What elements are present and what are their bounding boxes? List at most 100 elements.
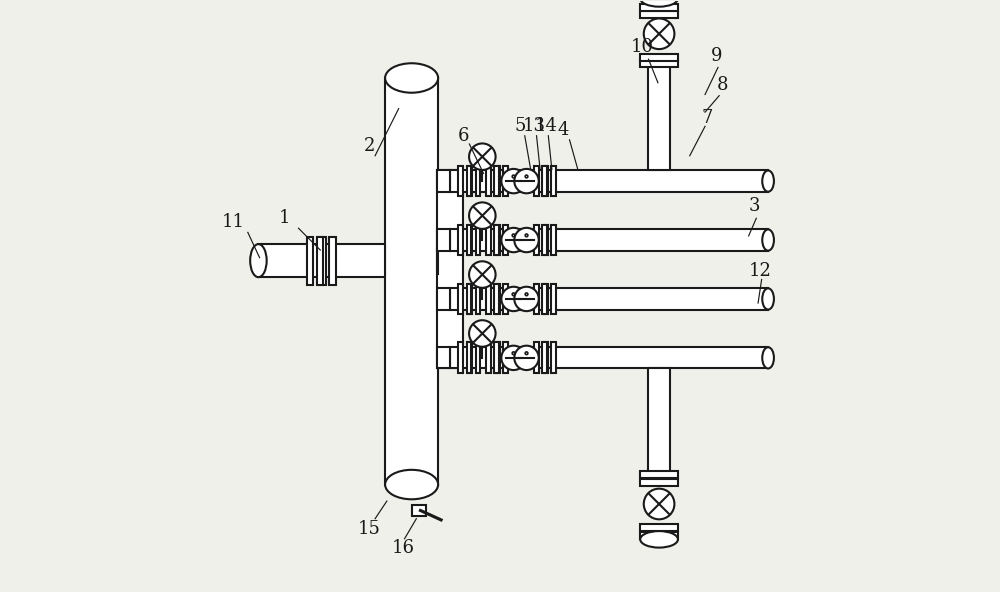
Text: 15: 15 — [358, 520, 381, 538]
Bar — [503, 224, 508, 255]
Bar — [319, 237, 326, 285]
Bar — [495, 224, 500, 255]
Bar — [640, 471, 678, 478]
Bar — [437, 247, 438, 274]
Ellipse shape — [762, 288, 774, 310]
Bar — [467, 166, 471, 197]
Bar — [468, 343, 472, 373]
Bar — [551, 343, 556, 373]
Bar — [486, 224, 491, 255]
Text: 11: 11 — [222, 213, 245, 231]
Ellipse shape — [514, 346, 539, 370]
Ellipse shape — [501, 169, 526, 194]
Bar — [542, 284, 547, 314]
Ellipse shape — [525, 175, 528, 178]
Bar — [551, 166, 556, 197]
Bar — [450, 348, 768, 368]
Bar — [503, 166, 508, 197]
Ellipse shape — [762, 230, 774, 250]
Bar — [486, 284, 491, 314]
Text: 6: 6 — [458, 127, 469, 144]
Ellipse shape — [514, 228, 539, 252]
Bar — [476, 166, 480, 197]
Bar — [467, 284, 471, 314]
Ellipse shape — [469, 143, 496, 170]
Ellipse shape — [501, 346, 526, 370]
Bar — [458, 284, 463, 314]
Bar — [544, 284, 548, 314]
Bar — [544, 224, 548, 255]
Bar — [544, 343, 548, 373]
Bar — [385, 78, 438, 484]
Bar — [467, 224, 471, 255]
Ellipse shape — [640, 531, 678, 548]
Bar — [494, 166, 499, 197]
Ellipse shape — [640, 0, 678, 7]
Bar — [437, 170, 450, 192]
Bar — [534, 166, 539, 197]
Bar — [542, 343, 547, 373]
Bar — [467, 343, 471, 373]
Text: 4: 4 — [558, 121, 569, 139]
Text: 10: 10 — [631, 38, 654, 56]
Bar — [476, 284, 480, 314]
Bar — [551, 284, 556, 314]
Ellipse shape — [250, 244, 267, 277]
Ellipse shape — [525, 352, 528, 355]
Ellipse shape — [514, 287, 539, 311]
Bar — [494, 343, 499, 373]
Bar — [458, 224, 463, 255]
Bar — [458, 166, 463, 197]
Bar — [494, 224, 499, 255]
Ellipse shape — [525, 234, 528, 237]
Bar — [640, 11, 678, 18]
Bar — [503, 343, 508, 373]
Text: 1: 1 — [279, 209, 291, 227]
Bar — [640, 524, 678, 531]
Ellipse shape — [762, 170, 774, 192]
Bar — [307, 237, 313, 285]
Text: 9: 9 — [711, 47, 723, 65]
Bar — [450, 230, 768, 250]
Text: 5: 5 — [515, 117, 526, 136]
Bar — [437, 230, 450, 250]
Bar — [468, 166, 472, 197]
Bar — [648, 57, 670, 170]
Ellipse shape — [501, 228, 526, 252]
Bar — [640, 4, 678, 11]
Bar — [495, 166, 500, 197]
Text: 16: 16 — [391, 539, 414, 557]
Bar — [534, 343, 539, 373]
Ellipse shape — [512, 293, 515, 295]
Bar — [437, 170, 463, 368]
Bar — [640, 54, 678, 62]
Bar — [437, 288, 450, 310]
Bar — [534, 284, 539, 314]
Bar — [542, 224, 547, 255]
Bar — [476, 343, 480, 373]
Ellipse shape — [525, 293, 528, 295]
Bar — [329, 237, 336, 285]
Bar — [317, 237, 323, 285]
Ellipse shape — [385, 63, 438, 93]
Bar — [412, 505, 426, 516]
Bar — [450, 288, 768, 310]
Bar — [486, 166, 491, 197]
Bar — [476, 224, 480, 255]
Bar — [534, 224, 539, 255]
Bar — [503, 284, 508, 314]
Text: 14: 14 — [535, 117, 557, 136]
Ellipse shape — [501, 287, 526, 311]
Bar — [544, 166, 548, 197]
Bar — [258, 244, 385, 277]
Ellipse shape — [644, 488, 674, 519]
Ellipse shape — [644, 18, 674, 49]
Bar — [640, 479, 678, 485]
Text: 2: 2 — [364, 137, 375, 155]
Ellipse shape — [469, 202, 496, 229]
Bar — [542, 166, 547, 197]
Bar — [437, 348, 450, 368]
Ellipse shape — [385, 470, 438, 499]
Bar — [468, 284, 472, 314]
Bar — [495, 284, 500, 314]
